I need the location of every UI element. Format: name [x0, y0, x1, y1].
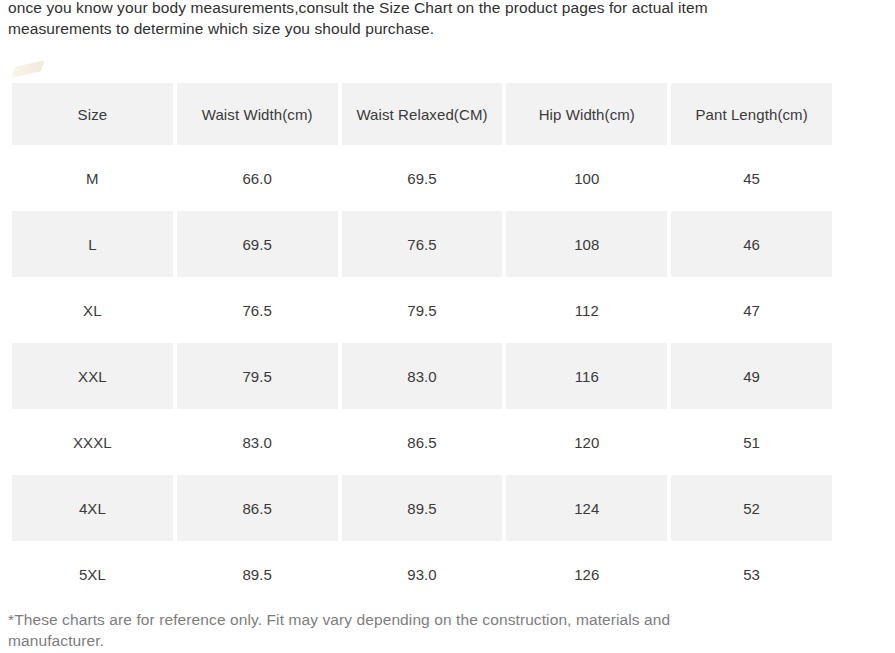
- table-cell: 89.5: [342, 475, 503, 541]
- table-cell: 76.5: [177, 277, 338, 343]
- table-row: M66.069.510045: [12, 145, 832, 211]
- table-cell: 79.5: [177, 343, 338, 409]
- size-cell: XXL: [12, 343, 173, 409]
- table-cell: 126: [506, 541, 667, 607]
- table-row: 4XL86.589.512452: [12, 475, 832, 541]
- size-cell: 5XL: [12, 541, 173, 607]
- table-cell: 112: [506, 277, 667, 343]
- table-cell: 86.5: [177, 475, 338, 541]
- table-cell: 51: [671, 409, 832, 475]
- table-cell: 83.0: [342, 343, 503, 409]
- table-cell: 86.5: [342, 409, 503, 475]
- column-header: Waist Relaxed(CM): [342, 83, 503, 145]
- table-row: XXXL83.086.512051: [12, 409, 832, 475]
- table-row: XXL79.583.011649: [12, 343, 832, 409]
- table-cell: 52: [671, 475, 832, 541]
- table-cell: 79.5: [342, 277, 503, 343]
- intro-text: once you know your body measurements,con…: [8, 0, 708, 39]
- table-cell: 47: [671, 277, 832, 343]
- intro-line-2: measurements to determine which size you…: [8, 19, 708, 40]
- size-cell: XXXL: [12, 409, 173, 475]
- table-cell: 53: [671, 541, 832, 607]
- size-table-header-row: SizeWaist Width(cm)Waist Relaxed(CM)Hip …: [12, 83, 832, 145]
- table-cell: 45: [671, 145, 832, 211]
- faint-artifact: [12, 60, 45, 77]
- table-cell: 83.0: [177, 409, 338, 475]
- footnote-text: *These charts are for reference only. Fi…: [8, 609, 670, 651]
- table-cell: 116: [506, 343, 667, 409]
- size-table-body: M66.069.510045L69.576.510846XL76.579.511…: [12, 145, 832, 607]
- size-cell: L: [12, 211, 173, 277]
- table-cell: 89.5: [177, 541, 338, 607]
- footnote-line-2: manufacturer.: [8, 630, 670, 651]
- table-cell: 66.0: [177, 145, 338, 211]
- column-header: Size: [12, 83, 173, 145]
- table-cell: 108: [506, 211, 667, 277]
- table-cell: 46: [671, 211, 832, 277]
- size-cell: M: [12, 145, 173, 211]
- table-cell: 69.5: [342, 145, 503, 211]
- column-header: Hip Width(cm): [506, 83, 667, 145]
- table-cell: 49: [671, 343, 832, 409]
- size-chart-table: SizeWaist Width(cm)Waist Relaxed(CM)Hip …: [12, 83, 832, 607]
- size-cell: XL: [12, 277, 173, 343]
- intro-line-1: once you know your body measurements,con…: [8, 0, 708, 19]
- table-cell: 93.0: [342, 541, 503, 607]
- footnote-line-1: *These charts are for reference only. Fi…: [8, 609, 670, 630]
- table-row: 5XL89.593.012653: [12, 541, 832, 607]
- size-cell: 4XL: [12, 475, 173, 541]
- column-header: Pant Length(cm): [671, 83, 832, 145]
- table-cell: 124: [506, 475, 667, 541]
- column-header: Waist Width(cm): [177, 83, 338, 145]
- table-cell: 100: [506, 145, 667, 211]
- table-row: L69.576.510846: [12, 211, 832, 277]
- table-cell: 69.5: [177, 211, 338, 277]
- table-cell: 76.5: [342, 211, 503, 277]
- table-cell: 120: [506, 409, 667, 475]
- table-row: XL76.579.511247: [12, 277, 832, 343]
